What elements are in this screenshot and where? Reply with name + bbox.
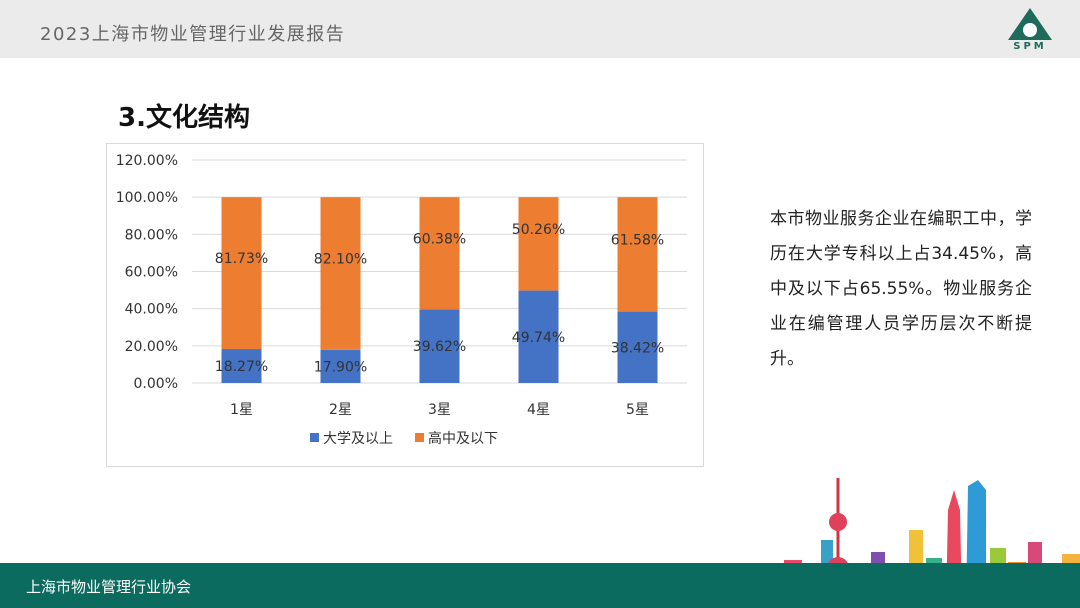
y-tick-label: 80.00%: [125, 227, 178, 243]
data-label: 49.74%: [512, 330, 565, 346]
y-tick-label: 0.00%: [134, 376, 178, 392]
bar-segment-highschool: [419, 197, 460, 310]
bar-segment-university: [518, 290, 559, 383]
description-text: 本市物业服务企业在编职工中，学历在大学专科以上占34.45%，高中及以下占65.…: [770, 209, 1032, 369]
x-tick-label: 1星: [230, 402, 253, 418]
data-label: 50.26%: [512, 222, 565, 238]
chart-container: 0.00% 20.00% 40.00% 60.00% 80.00% 100.00% 120.…: [106, 143, 704, 467]
bar-segment-highschool: [617, 197, 658, 312]
x-tick-label: 4星: [527, 402, 550, 418]
x-tick-label: 3星: [428, 402, 451, 418]
legend-label: 高中及以下: [428, 430, 498, 447]
x-tick-label: 5星: [626, 402, 649, 418]
data-label: 81.73%: [215, 251, 268, 267]
report-title: 2023上海市物业管理行业发展报告: [40, 24, 346, 45]
data-label: 17.90%: [314, 359, 367, 375]
bar-segment-university: [221, 349, 262, 383]
logo-text: SPM: [1013, 41, 1047, 52]
data-label: 82.10%: [314, 251, 367, 267]
y-tick-label: 120.00%: [116, 153, 178, 169]
bar-segment-highschool: [518, 197, 559, 291]
data-label: 38.42%: [611, 340, 664, 356]
section-title: 3.文化结构: [118, 103, 250, 133]
y-tick-label: 60.00%: [125, 265, 178, 281]
header-bar: 2023上海市物业管理行业发展报告 SPM: [0, 0, 1080, 58]
data-label: 18.27%: [215, 359, 268, 375]
bar-segment-highschool: [221, 197, 262, 350]
data-label: 39.62%: [413, 339, 466, 355]
x-tick-label: 2星: [329, 402, 352, 418]
legend-swatch: [310, 433, 319, 442]
legend-label: 大学及以上: [323, 431, 393, 447]
bar-segment-university: [320, 349, 361, 383]
data-label: 60.38%: [413, 231, 466, 247]
bar-segment-university: [419, 309, 460, 383]
data-label: 61.58%: [611, 232, 664, 248]
footer-org-name: 上海市物业管理行业协会: [26, 578, 192, 596]
spm-triangle-logo-icon: [1008, 8, 1052, 40]
y-tick-label: 20.00%: [125, 339, 178, 355]
stacked-bar-chart: 0.00% 20.00% 40.00% 60.00% 80.00% 100.00% 120.…: [116, 153, 687, 447]
footer-bar: 上海市物业管理行业协会: [0, 563, 1080, 608]
bar-segment-university: [617, 311, 658, 383]
bar-segment-highschool: [320, 197, 361, 350]
legend-swatch: [415, 433, 424, 442]
y-tick-label: 40.00%: [125, 302, 178, 318]
y-tick-label: 100.00%: [116, 190, 178, 206]
